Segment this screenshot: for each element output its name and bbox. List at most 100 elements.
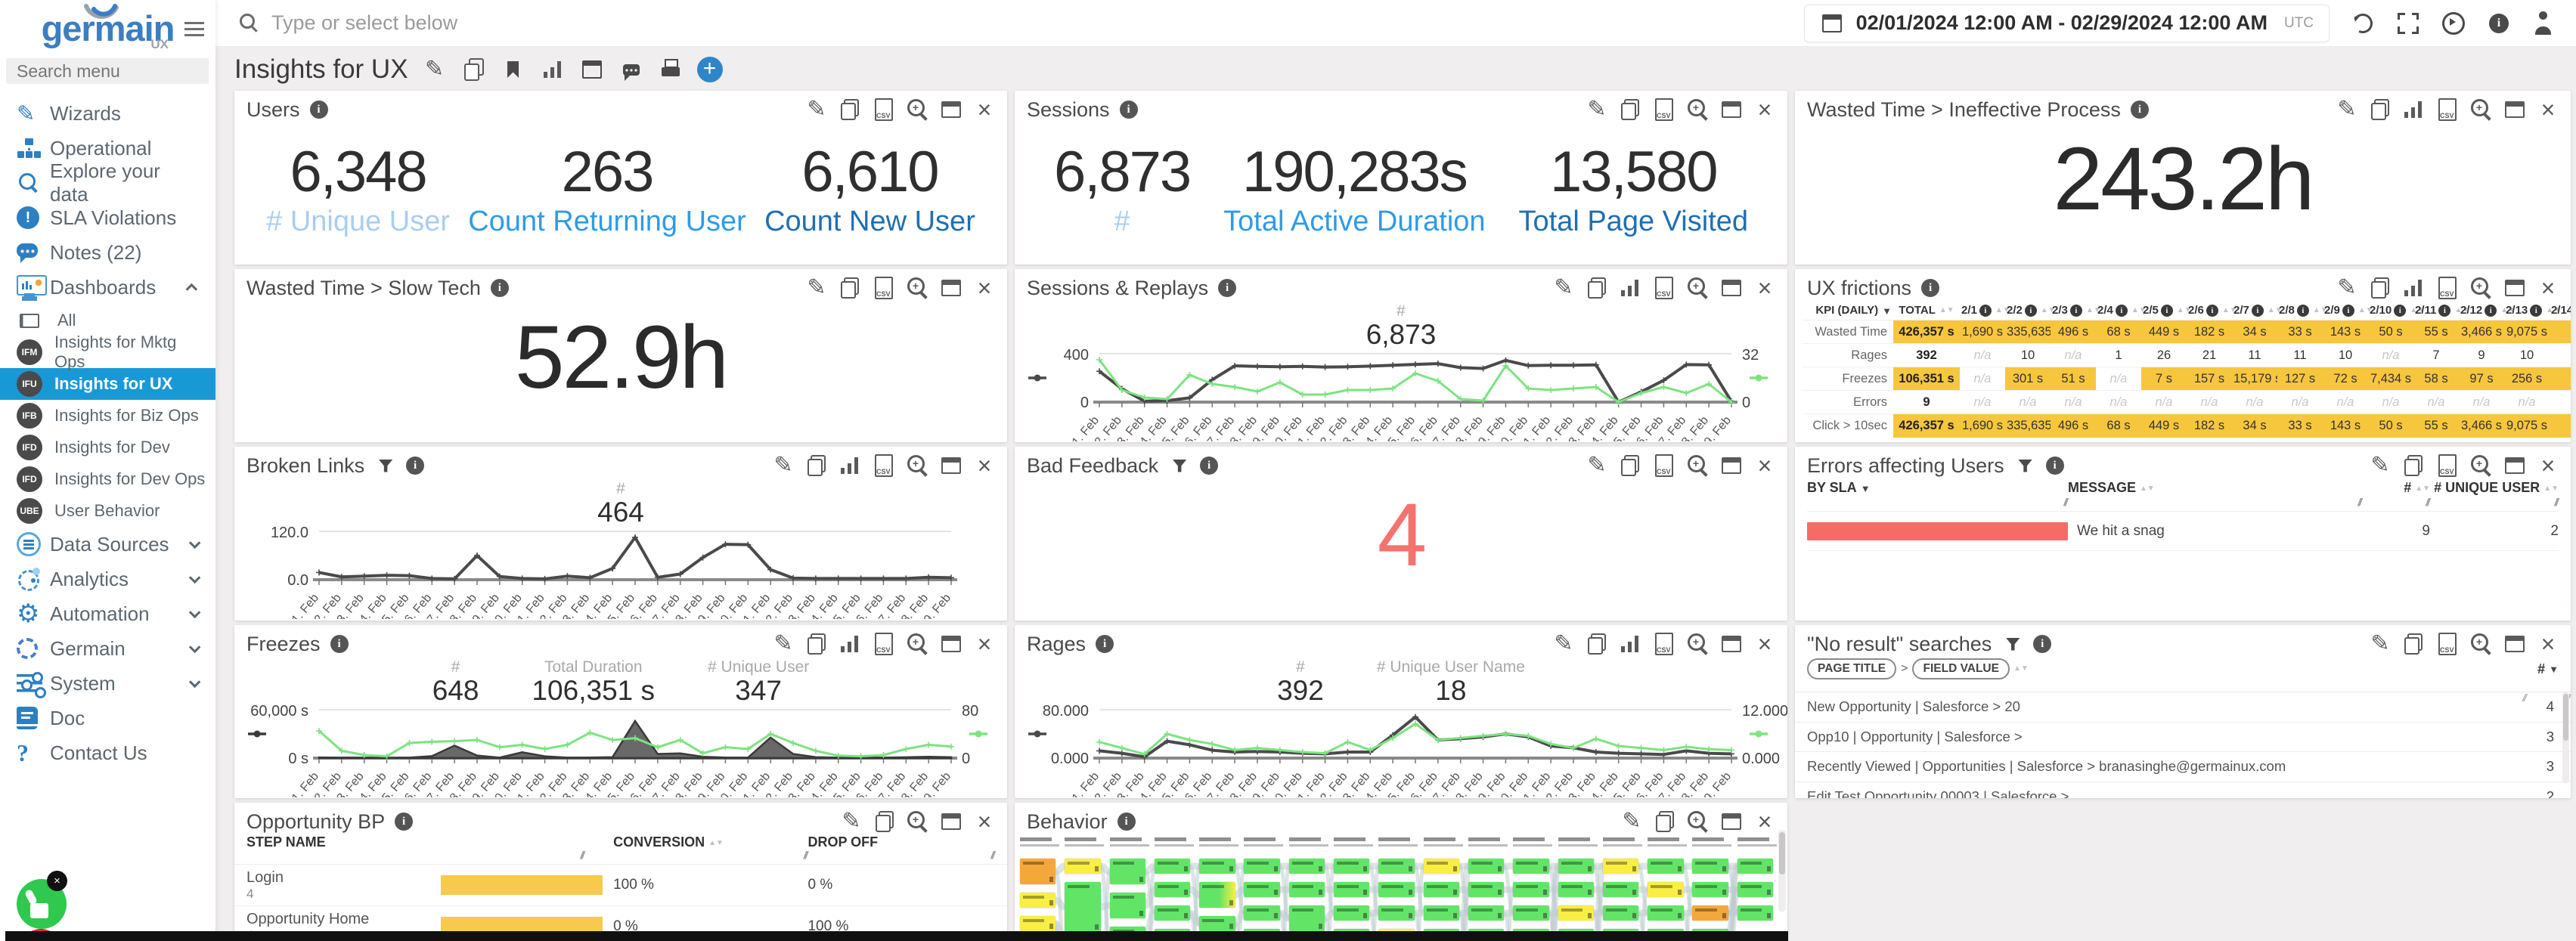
expand-icon[interactable] — [2503, 98, 2527, 122]
behavior-node[interactable] — [1558, 905, 1594, 921]
info-icon[interactable] — [2130, 100, 2150, 119]
behavior-node[interactable] — [1692, 905, 1728, 921]
info-icon[interactable] — [1095, 634, 1114, 654]
behavior-node[interactable] — [1602, 905, 1639, 921]
expand-icon[interactable] — [939, 276, 963, 300]
behavior-node[interactable] — [1648, 859, 1684, 874]
behavior-node[interactable] — [1513, 882, 1549, 897]
sidebar-item-germain[interactable]: Germain — [0, 631, 215, 666]
edit-icon[interactable] — [839, 809, 863, 834]
csv-export-icon[interactable] — [1651, 276, 1677, 300]
behavior-node[interactable] — [1378, 905, 1415, 921]
chart-icon[interactable] — [2401, 276, 2426, 300]
column-header-by-sla[interactable]: BY SLA ▼// — [1807, 480, 2068, 508]
column-header-step-name[interactable]: STEP NAME// — [246, 834, 584, 861]
calendar-icon[interactable] — [579, 57, 605, 82]
zoom-icon[interactable] — [1686, 809, 1710, 834]
info-icon[interactable] — [2032, 634, 2052, 654]
duplicate-icon[interactable] — [873, 809, 897, 834]
close-icon[interactable] — [972, 276, 997, 300]
expand-icon[interactable] — [1719, 98, 1744, 122]
info-icon[interactable] — [1119, 100, 1139, 119]
duplicate-dashboard-icon[interactable] — [461, 57, 487, 82]
filter-icon[interactable] — [2013, 453, 2038, 478]
info-icon[interactable] — [490, 278, 510, 298]
edit-dashboard-icon[interactable] — [422, 57, 448, 82]
behavior-node[interactable] — [1020, 916, 1056, 931]
sidebar-item-insights-mktg-ops[interactable]: IFM Insights for Mktg Ops — [0, 333, 215, 371]
behavior-node[interactable] — [1288, 859, 1325, 874]
list-item[interactable]: Edit Test Opportunity 00003 | Salesforce… — [1795, 782, 2571, 798]
expand-icon[interactable] — [2503, 276, 2527, 300]
filter-icon[interactable] — [2001, 632, 2025, 656]
duplicate-icon[interactable] — [2368, 98, 2392, 122]
chart-icon[interactable] — [1618, 632, 1642, 656]
behavior-node[interactable] — [1737, 859, 1774, 874]
add-widget-button[interactable] — [696, 57, 723, 82]
expand-icon[interactable] — [939, 453, 963, 478]
edit-icon[interactable] — [804, 276, 829, 300]
behavior-scrollbar[interactable] — [1778, 830, 1786, 912]
behavior-node[interactable] — [1244, 905, 1280, 921]
csv-export-icon[interactable] — [1651, 632, 1677, 656]
close-icon[interactable] — [2536, 98, 2560, 122]
duplicate-icon[interactable] — [804, 453, 829, 478]
behavior-node[interactable] — [1692, 859, 1728, 874]
csv-export-icon[interactable] — [2435, 632, 2460, 656]
edit-icon[interactable] — [771, 453, 795, 478]
zoom-icon[interactable] — [906, 98, 930, 122]
csv-export-icon[interactable] — [871, 98, 897, 122]
kpi-returning-user[interactable]: 263 Count Returning User — [468, 142, 746, 238]
csv-export-icon[interactable] — [871, 453, 897, 478]
duplicate-icon[interactable] — [2368, 276, 2392, 300]
behavior-node[interactable] — [1558, 859, 1594, 874]
column-header-date[interactable]: 2/11 i ▲▼ — [2415, 304, 2470, 317]
zoom-icon[interactable] — [2469, 632, 2494, 656]
behavior-node[interactable] — [1199, 916, 1235, 931]
column-header-date[interactable]: 2/14i▲▼ — [2550, 301, 2571, 320]
duplicate-icon[interactable] — [1653, 809, 1677, 834]
edit-icon[interactable] — [2335, 276, 2359, 300]
sidebar-search-input[interactable] — [6, 58, 209, 84]
chart-icon[interactable] — [838, 453, 862, 478]
column-header-date[interactable]: 2/13 i ▲▼ — [2506, 304, 2561, 317]
behavior-node[interactable] — [1737, 905, 1774, 921]
list-item[interactable]: Recently Viewed | Opportunities | Salesf… — [1795, 752, 2571, 782]
duplicate-icon[interactable] — [838, 276, 862, 300]
duplicate-icon[interactable] — [838, 98, 862, 122]
sidebar-item-data-sources[interactable]: Data Sources — [0, 527, 215, 562]
edit-icon[interactable] — [2368, 632, 2392, 656]
behavior-node[interactable] — [1244, 882, 1280, 897]
csv-export-icon[interactable] — [2435, 453, 2460, 478]
edit-icon[interactable] — [2335, 98, 2359, 122]
zoom-icon[interactable] — [1686, 632, 1710, 656]
print-icon[interactable] — [658, 57, 684, 82]
behavior-node[interactable] — [1154, 882, 1191, 897]
behavior-node[interactable] — [1648, 905, 1684, 921]
expand-icon[interactable] — [1719, 453, 1744, 478]
edit-icon[interactable] — [1551, 276, 1576, 300]
close-icon[interactable] — [972, 453, 997, 478]
behavior-node[interactable] — [1109, 893, 1145, 918]
info-icon[interactable] — [1199, 456, 1219, 475]
zoom-icon[interactable] — [906, 453, 930, 478]
behavior-node[interactable] — [1468, 905, 1505, 921]
column-pill-field-value[interactable]: FIELD VALUE — [1912, 658, 2010, 679]
sidebar-item-analytics[interactable]: Analytics — [0, 562, 215, 596]
list-item[interactable]: Opp10 | Opportunity | Salesforce >3 — [1795, 723, 2571, 752]
column-header-date[interactable]: 2/7 i ▲▼ — [2233, 304, 2283, 317]
info-icon[interactable] — [1920, 278, 1940, 298]
close-icon[interactable] — [2536, 632, 2560, 656]
behavior-node[interactable] — [1648, 882, 1684, 897]
chart-icon[interactable] — [2401, 98, 2426, 122]
scrollbar[interactable] — [2562, 692, 2569, 783]
close-icon[interactable] — [2536, 453, 2560, 478]
duplicate-icon[interactable] — [1618, 98, 1642, 122]
behavior-node[interactable] — [1558, 882, 1594, 897]
sidebar-item-system[interactable]: System — [0, 666, 215, 701]
comment-icon[interactable] — [618, 57, 644, 82]
column-header-conversion[interactable]: CONVERSION ▲▼// — [613, 834, 808, 861]
sidebar-item-operational[interactable]: Operational — [0, 131, 215, 166]
